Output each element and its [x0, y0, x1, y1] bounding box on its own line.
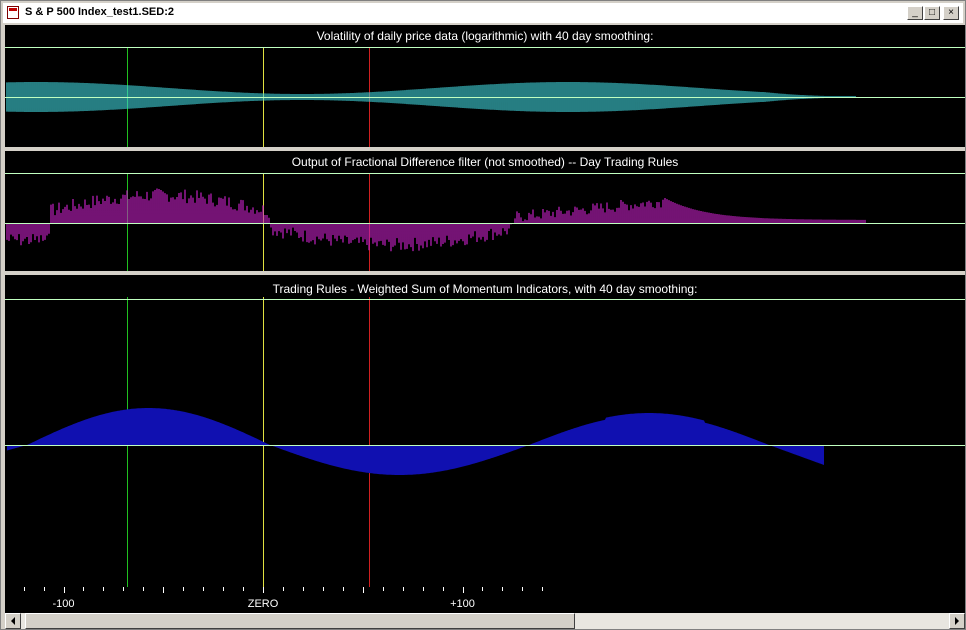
panel-separator[interactable] [5, 271, 965, 275]
axis-tick-label: +100 [450, 598, 475, 610]
chart-canvas: Volatility of daily price data (logarith… [5, 29, 965, 610]
panel-title-volatility: Volatility of daily price data (logarith… [317, 29, 654, 43]
scroll-left-button[interactable] [5, 613, 21, 629]
series-layer [6, 82, 866, 475]
marker-lines [127, 47, 370, 587]
arrow-left-icon [11, 617, 15, 625]
minimize-button[interactable]: _ [907, 6, 923, 20]
panel-separator[interactable] [5, 147, 965, 151]
title-bar[interactable]: S & P 500 Index_test1.SED:2 _ □ × [3, 3, 963, 23]
window-title: S & P 500 Index_test1.SED:2 [25, 6, 174, 18]
axis-tick-label: ZERO [248, 598, 279, 610]
panel-title-fracdiff: Output of Fractional Difference filter (… [292, 155, 679, 169]
scroll-right-button[interactable] [949, 613, 965, 629]
scrollbar-thumb[interactable] [25, 613, 575, 629]
arrow-right-icon [955, 617, 959, 625]
trading-series [7, 408, 824, 475]
baselines [5, 47, 965, 446]
panel-title-trading: Trading Rules - Weighted Sum of Momentum… [273, 282, 698, 296]
fracdiff-series [6, 188, 866, 252]
horizontal-scrollbar[interactable] [5, 613, 965, 629]
maximize-button[interactable]: □ [924, 6, 940, 20]
axis-tick-label: -100 [52, 598, 74, 610]
chart-area: Volatility of daily price data (logarith… [5, 25, 965, 613]
app-icon[interactable] [7, 6, 19, 19]
close-button[interactable]: × [943, 6, 959, 20]
